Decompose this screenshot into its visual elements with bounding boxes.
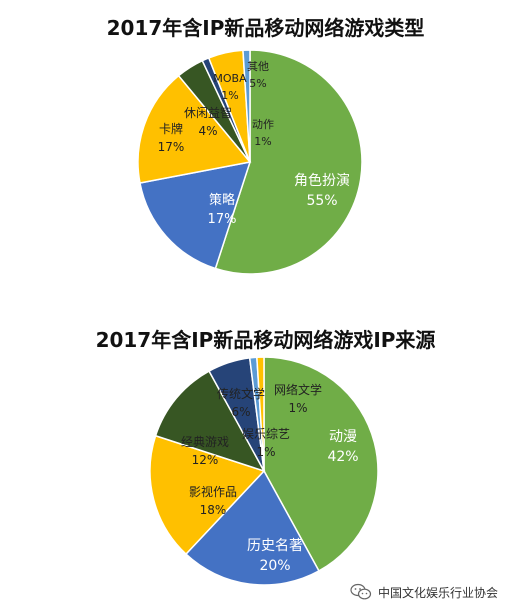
slice-category-label: 卡牌 [159, 122, 183, 136]
slice-label: 休闲益智 4% [184, 105, 232, 138]
slice-percent-label: 17% [208, 212, 237, 227]
slice-percent-label: 1% [254, 135, 271, 148]
slice-category-label: 娱乐综艺 [242, 427, 290, 441]
slice-percent-label: 42% [327, 449, 358, 465]
slice-category-label: 影视作品 [189, 484, 237, 499]
slice-label: 传统文学 6% [217, 386, 265, 419]
slice-percent-label: 5% [249, 77, 266, 90]
pie-slice [154, 370, 266, 473]
slice-category-label: 角色扮演 [294, 172, 350, 189]
watermark: 中国文化娱乐行业协会 [350, 582, 498, 602]
slice-category-label: 其他 [247, 60, 269, 73]
slice-percent-label: 1% [256, 445, 275, 459]
pie-slice [184, 469, 320, 586]
slice-label: 动漫 42% [327, 429, 358, 465]
slice-percent-label: 17% [158, 140, 185, 154]
chart-title: 2017年含IP新品移动网络游戏IP来源 [95, 328, 436, 352]
watermark-text: 中国文化娱乐行业协会 [378, 585, 499, 600]
slice-category-label: MOBA [213, 72, 247, 85]
slice-label: 经典游戏 12% [181, 435, 229, 467]
slice-category-label: 网络文学 [274, 382, 322, 397]
game-type-pie-chart: 2017年含IP新品移动网络游戏类型 角色扮演 55% 策略 17% 卡牌 17% 休闲益智… [0, 0, 531, 300]
wechat-icon [350, 583, 372, 600]
slice-label: 网络文学 1% [274, 382, 322, 415]
pie-slice [242, 49, 251, 163]
pie-chart-svg: 角色扮演 55% 策略 17% 卡牌 17% 休闲益智 4% MOBA 1% 其他 5% 动作 1% [137, 49, 363, 275]
pie-slice [256, 356, 265, 472]
slice-percent-label: 12% [192, 453, 219, 467]
chart-title: 2017年含IP新品移动网络游戏类型 [106, 16, 425, 40]
slice-percent-label: 4% [198, 124, 217, 138]
slice-category-label: 动漫 [329, 429, 357, 445]
slice-label: 动作 1% [252, 118, 274, 148]
slice-percent-label: 18% [200, 503, 227, 517]
slice-label: 娱乐综艺 1% [242, 427, 290, 459]
slice-label: MOBA 1% [213, 72, 247, 102]
slice-percent-label: 20% [259, 558, 290, 574]
slice-label: 卡牌 17% [158, 122, 185, 154]
pie-slice [263, 356, 379, 572]
slice-label: 角色扮演 55% [294, 172, 350, 209]
pie-slice [139, 161, 252, 270]
slice-category-label: 传统文学 [217, 386, 265, 401]
pie-slice [137, 74, 252, 184]
pie-slice [149, 434, 266, 556]
slice-label: 其他 5% [247, 60, 269, 90]
slice-category-label: 历史名著 [247, 538, 303, 554]
slice-percent-label: 55% [306, 193, 337, 209]
slice-label: 策略 17% [208, 192, 237, 227]
slice-percent-label: 1% [221, 89, 238, 102]
slice-label: 影视作品 18% [189, 484, 237, 517]
slice-percent-label: 6% [231, 405, 250, 419]
pie-slice [214, 49, 363, 275]
slice-percent-label: 1% [288, 401, 307, 415]
slice-category-label: 经典游戏 [181, 435, 229, 449]
pie-chart-svg: 动漫42%历史名著20%影视作品18%经典游戏12%传统文学6%网络文学1%娱乐… [149, 356, 379, 586]
slice-category-label: 策略 [209, 192, 235, 208]
slice-category-label: 动作 [252, 118, 274, 131]
slice-label: 历史名著 20% [247, 538, 303, 574]
slice-category-label: 休闲益智 [184, 105, 232, 120]
ip-source-pie-chart: 2017年含IP新品移动网络游戏IP来源 动漫 42% 历史名著 20% 影视作品 18%… [0, 318, 531, 615]
